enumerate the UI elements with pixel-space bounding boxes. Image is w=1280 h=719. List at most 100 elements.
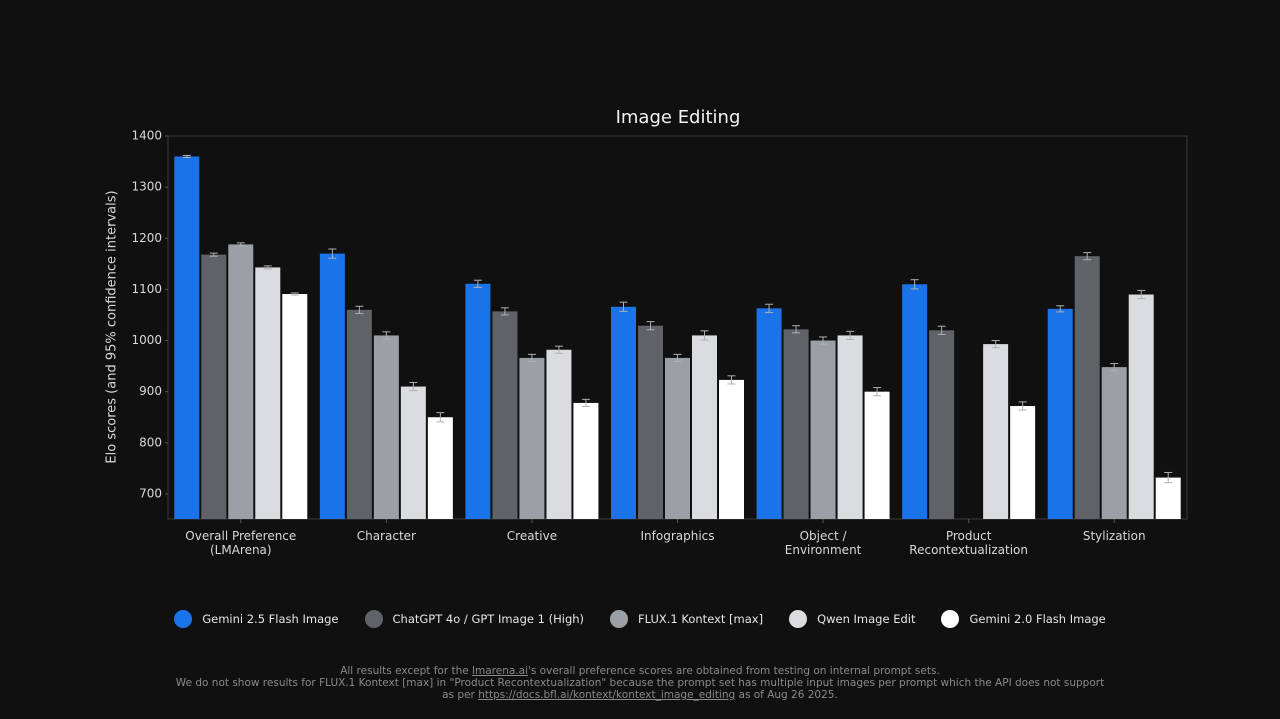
error-bar [673, 353, 682, 363]
bar [519, 357, 545, 519]
bar [638, 325, 663, 519]
error-bar [1083, 252, 1092, 261]
error-bar [382, 331, 391, 340]
legend-swatch [610, 610, 629, 628]
y-tick-label: 1100 [131, 282, 162, 296]
error-bar [873, 387, 882, 397]
bar [719, 379, 744, 519]
y-axis-label: Elo scores (and 95% confidence intervals… [105, 190, 120, 463]
bar [1101, 367, 1127, 519]
error-bar [209, 252, 218, 257]
error-bar [263, 265, 272, 270]
footnote-text: We do not show results for FLUX.1 Kontex… [175, 677, 1105, 689]
error-bar [436, 412, 445, 423]
error-bar [182, 154, 191, 158]
bar [346, 309, 372, 519]
y-tick-label: 700 [139, 486, 162, 500]
error-bar [473, 279, 482, 288]
error-bar [819, 336, 828, 345]
bar [983, 344, 1009, 519]
y-tick-label: 1200 [131, 231, 162, 245]
y-tick-label: 1300 [131, 180, 162, 194]
error-bar [1164, 471, 1173, 484]
error-bar [409, 381, 418, 392]
footnote-link: lmarena.ai [472, 665, 528, 677]
error-bar [355, 305, 364, 314]
error-bar [236, 242, 245, 247]
bar [902, 284, 928, 519]
legend-label: FLUX.1 Kontext [max] [638, 612, 764, 626]
legend: Gemini 2.5 Flash Image ChatGPT 4o / GPT I… [0, 610, 1280, 628]
error-bar [846, 330, 855, 341]
legend-item: Gemini 2.0 Flash Image [941, 610, 1106, 628]
bar [427, 417, 453, 519]
bar [1128, 294, 1154, 519]
legend-label: Qwen Image Edit [817, 612, 916, 626]
error-bar [1137, 289, 1146, 300]
error-bar [765, 303, 774, 313]
bar [319, 253, 345, 519]
error-bar [554, 345, 563, 354]
chart-title: Image Editing [616, 107, 741, 128]
bar [929, 330, 955, 519]
legend-swatch [174, 610, 193, 628]
x-tick-label: Stylization [1083, 529, 1146, 543]
bar [837, 335, 863, 519]
legend-swatch [941, 610, 960, 628]
y-tick-label: 1000 [131, 333, 162, 347]
bar [174, 156, 200, 520]
error-bar [1056, 305, 1065, 313]
bar [611, 306, 636, 519]
y-tick-label: 900 [139, 384, 162, 398]
footnote-line: All results except for the lmarena.ai's … [0, 665, 1280, 677]
bar [492, 311, 518, 519]
bar [1010, 405, 1036, 519]
error-bar [619, 301, 628, 312]
bar [665, 357, 690, 519]
x-tick-label: Object / Environment [785, 529, 862, 557]
legend-item: Gemini 2.5 Flash Image [174, 610, 339, 628]
bar [573, 402, 599, 519]
bar [1155, 477, 1181, 519]
bar [400, 386, 426, 519]
bar [282, 294, 308, 519]
footnote-text: as of Aug 26 2025. [735, 689, 838, 701]
legend-item: FLUX.1 Kontext [max] [610, 610, 763, 628]
legend-swatch [789, 610, 808, 628]
error-bar [991, 340, 1000, 349]
bar [1074, 256, 1100, 519]
bar [783, 329, 809, 519]
legend-label: Gemini 2.0 Flash Image [969, 612, 1106, 626]
footnote-text: 's overall preference scores are obtaine… [527, 665, 940, 677]
bar [810, 340, 836, 519]
x-tick-label: Character [357, 529, 416, 543]
footnote-line: as per https://docs.bfl.ai/kontext/konte… [0, 689, 1280, 701]
y-tick-label: 800 [139, 435, 162, 449]
bar [692, 335, 717, 519]
error-bar [527, 353, 536, 363]
error-bar [910, 279, 919, 290]
footnote-text: as per [442, 689, 479, 701]
x-tick-label: Infographics [640, 529, 714, 543]
footnotes: All results except for the lmarena.ai's … [0, 665, 1280, 701]
error-bar [937, 325, 946, 335]
bar [373, 335, 399, 519]
bar [465, 283, 491, 519]
footnote-text: All results except for the [340, 665, 473, 677]
error-bar [328, 248, 337, 259]
x-tick-label: Creative [507, 529, 557, 543]
legend-item: ChatGPT 4o / GPT Image 1 (High) [364, 610, 584, 628]
error-bar [1018, 401, 1027, 411]
legend-swatch [364, 610, 383, 628]
x-tick-label: Overall Preference (LMArena) [185, 529, 296, 557]
error-bar [792, 325, 801, 334]
footnote-link: https://docs.bfl.ai/kontext/kontext_imag… [478, 689, 736, 701]
error-bar [646, 321, 655, 331]
error-bar [1110, 363, 1119, 372]
bar [1047, 308, 1073, 519]
bar [756, 308, 782, 519]
footnote-line: We do not show results for FLUX.1 Kontex… [0, 677, 1280, 689]
x-tick-label: Product Recontextualization [909, 529, 1028, 557]
